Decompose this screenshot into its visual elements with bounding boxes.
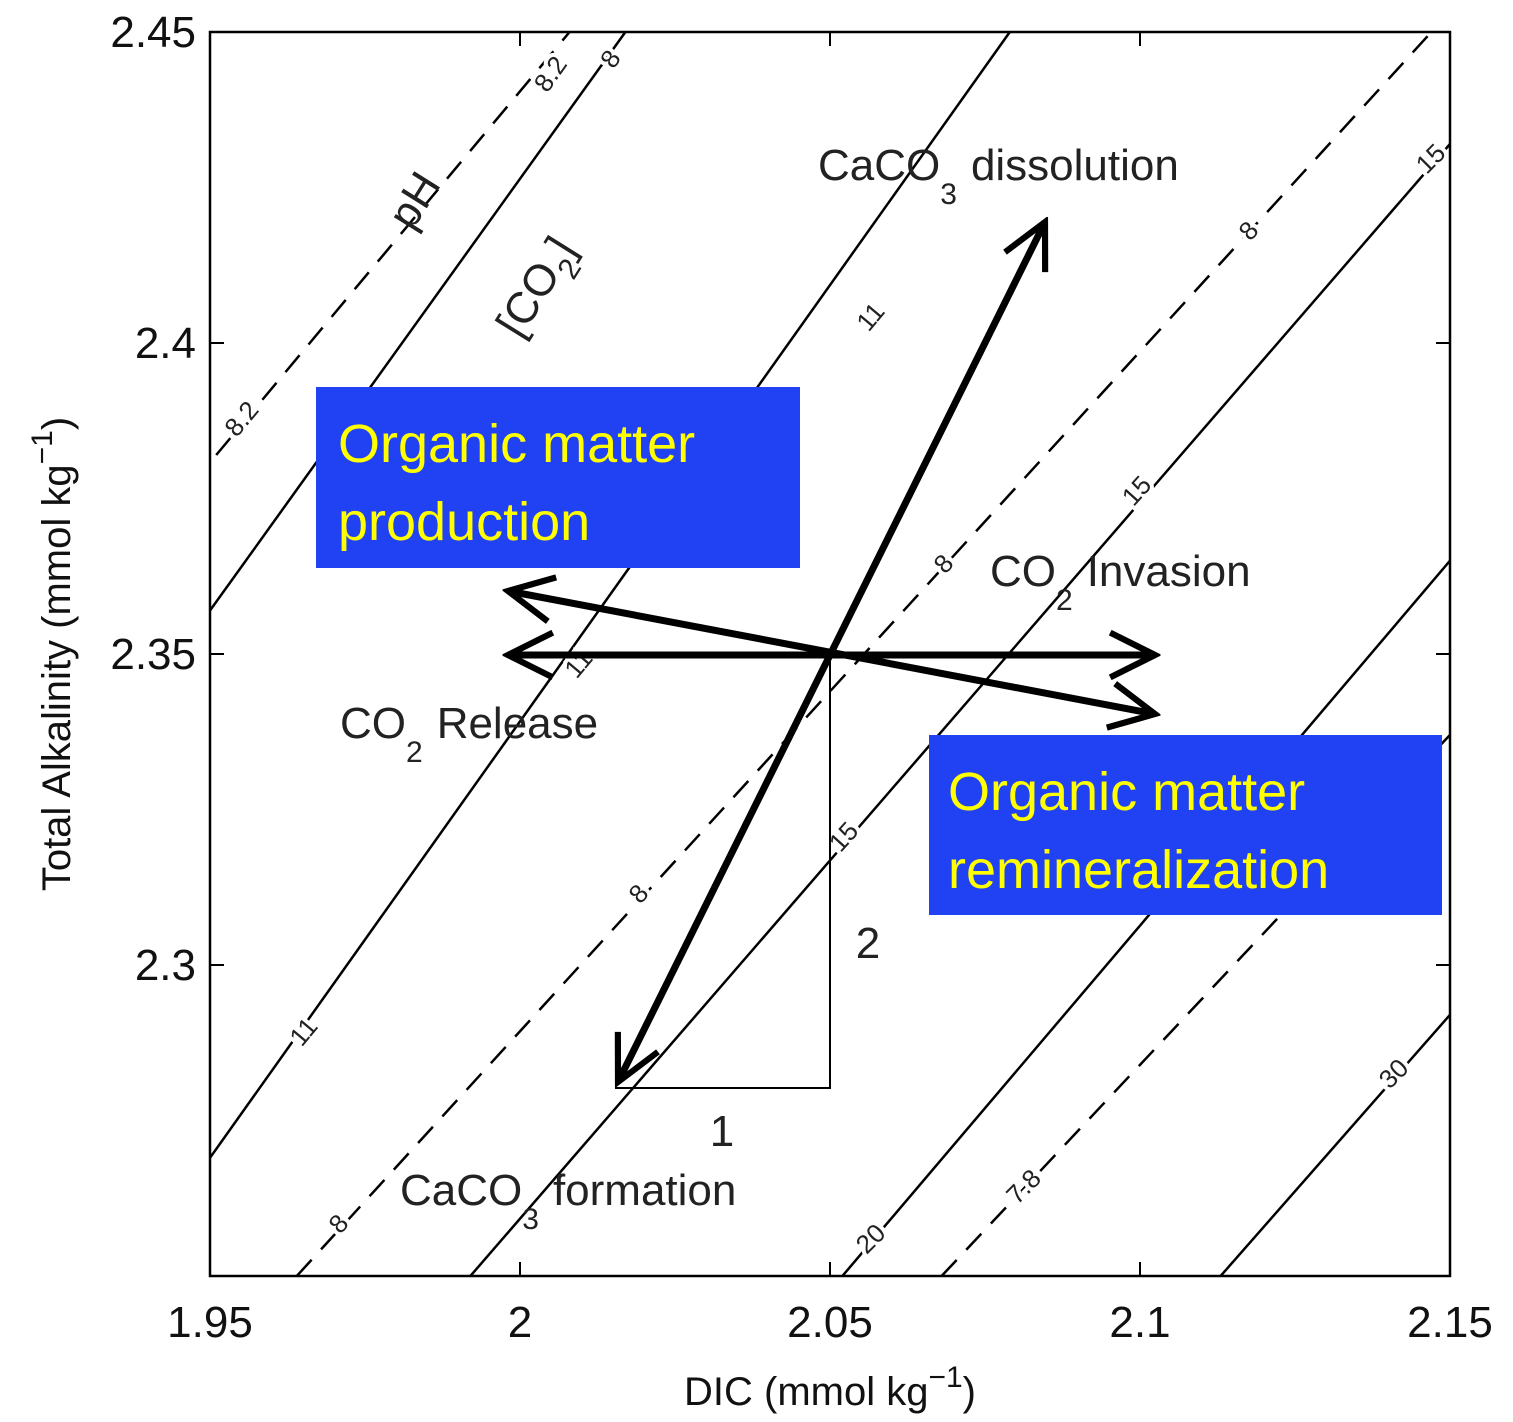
run-label: 1: [710, 1107, 734, 1156]
contour-label: 11: [558, 644, 598, 684]
contour-label: 11: [850, 297, 890, 337]
solid-contour: [841, 559, 1451, 1277]
x-tick-label: 2.15: [1407, 1298, 1493, 1347]
y-tick-label: 2.35: [110, 630, 196, 679]
x-tick-label: 2.05: [787, 1298, 873, 1347]
dashed-contour: [215, 31, 571, 456]
formation-main: CaCO: [400, 1166, 522, 1215]
box-production: [316, 387, 800, 568]
solid-contour: [1219, 1013, 1451, 1277]
x-tick-label: 2.1: [1109, 1298, 1170, 1347]
dissolution-sub: 3: [940, 178, 957, 211]
y-axis-label: Total Alkalinity (mmol kg−1): [26, 417, 79, 891]
dissolution-label: CaCO3 dissolution: [818, 141, 1179, 211]
y-tick-label: 2.45: [110, 8, 196, 57]
formation-sub: 3: [522, 1203, 539, 1236]
box-remineralization: [929, 735, 1442, 915]
contour-label: 8: [1232, 215, 1264, 246]
contour-label: 30: [1373, 1053, 1415, 1095]
box-text: Organic matter: [948, 762, 1305, 822]
organic-arrow: [508, 591, 1155, 714]
x-tick-label: 2: [508, 1298, 532, 1347]
formation-rest: formation: [553, 1166, 736, 1215]
release-label: CO2 Release: [340, 699, 598, 769]
y-label-sup: −1: [26, 430, 59, 464]
invasion-rest: Invasion: [1087, 547, 1251, 596]
contour-label: 8: [322, 1208, 354, 1239]
solid-contour: [208, 31, 1011, 1159]
release-rest: Release: [437, 699, 598, 748]
formation-label: CaCO3 formation: [400, 1166, 736, 1236]
solid-contour: [469, 143, 1451, 1277]
box-text: Organic matter: [338, 414, 695, 474]
invasion-sub: 2: [1056, 584, 1073, 617]
contour-label: 8.2: [218, 395, 264, 442]
y-tick-label: 2.3: [135, 941, 196, 990]
x-axis-label: DIC (mmol kg−1): [684, 1361, 976, 1414]
y-tick-label: 2.4: [135, 319, 196, 368]
invasion-main: CO: [990, 547, 1056, 596]
x-label-sup: −1: [928, 1361, 962, 1394]
contour-label: 8.2: [528, 50, 573, 97]
box-text: production: [338, 492, 590, 552]
contour-label: 8: [927, 548, 959, 579]
dissolution-rest: dissolution: [971, 141, 1179, 190]
release-main: CO: [340, 699, 406, 748]
x-label-close: ): [963, 1370, 976, 1414]
invasion-label: CO2 Invasion: [990, 547, 1251, 617]
x-label-main: DIC (mmol kg: [684, 1370, 928, 1414]
rise-label: 2: [856, 919, 880, 968]
x-tick-label: 1.95: [167, 1298, 253, 1347]
release-sub: 2: [406, 736, 423, 769]
contour-label: 15: [1410, 138, 1452, 180]
y-label-main: Total Alkalinity (mmol kg: [35, 464, 79, 891]
co2-label: [CO2]: [487, 228, 595, 351]
arrows: [508, 222, 1155, 1082]
dissolution-main: CaCO: [818, 141, 940, 190]
solid-contour: [208, 31, 627, 612]
contour-label: 8: [622, 878, 654, 909]
box-text: remineralization: [948, 840, 1329, 900]
contour-label: 15: [1116, 470, 1158, 512]
contour-label: 15: [823, 816, 865, 858]
y-label-close: ): [35, 417, 79, 430]
ph-label: pH: [379, 164, 450, 238]
